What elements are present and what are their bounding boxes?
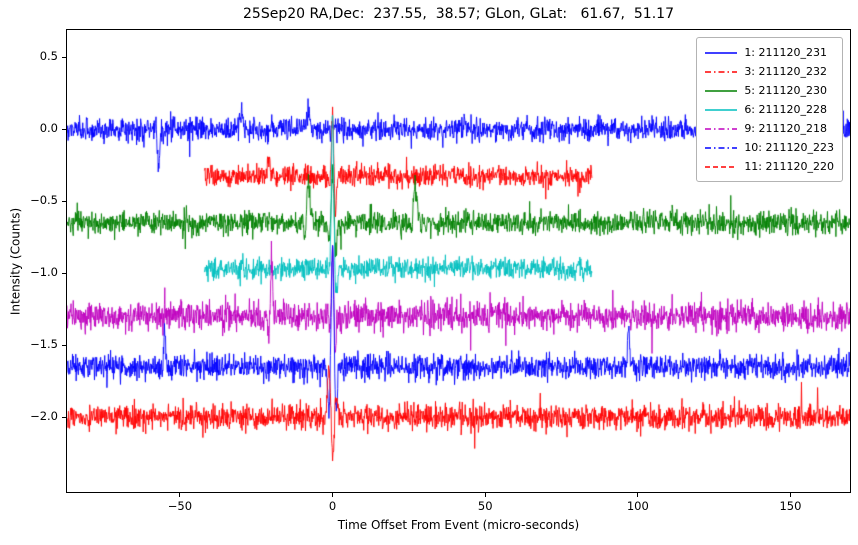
x-tick-label: 150 xyxy=(779,499,802,513)
legend-line-sample xyxy=(705,89,738,92)
legend-line-sample xyxy=(705,108,738,111)
legend-line-sample xyxy=(705,51,738,54)
x-axis-label: Time Offset From Event (micro-seconds) xyxy=(337,518,580,532)
legend-label: 1: 211120_231 xyxy=(744,46,828,59)
x-tick-mark xyxy=(637,493,639,497)
x-tick-mark xyxy=(332,493,334,497)
legend-label: 6: 211120_228 xyxy=(744,103,828,116)
chart-title: 25Sep20 RA,Dec: 237.55, 38.57; GLon, GLa… xyxy=(243,6,674,22)
x-tick-mark xyxy=(789,493,791,497)
x-tick-label: 100 xyxy=(626,499,649,513)
y-tick-label: −2.0 xyxy=(30,409,58,424)
legend-line-sample xyxy=(705,165,738,168)
legend-entry: 11: 211120_220 xyxy=(704,157,834,176)
x-tick-label: −50 xyxy=(167,499,193,513)
legend-entry: 5: 211120_230 xyxy=(704,81,834,100)
legend-line-sample xyxy=(705,127,738,130)
plot-area: 1: 211120_231 3: 211120_232 5: 211120_230 6… xyxy=(66,29,851,493)
legend-entry: 10: 211120_223 xyxy=(704,138,834,157)
y-tick-mark xyxy=(62,344,66,346)
y-tick-mark xyxy=(62,128,66,130)
y-tick-label: −0.5 xyxy=(30,193,58,208)
legend-entry: 1: 211120_231 xyxy=(704,43,834,62)
y-axis-label: Intensity (Counts) xyxy=(8,207,23,316)
legend: 1: 211120_231 3: 211120_232 5: 211120_230 6… xyxy=(696,37,843,182)
legend-label: 10: 211120_223 xyxy=(744,141,834,154)
legend-entry: 6: 211120_228 xyxy=(704,100,834,119)
legend-label: 11: 211120_220 xyxy=(744,160,834,173)
y-tick-mark xyxy=(62,272,66,274)
y-tick-label: 0.0 xyxy=(39,121,58,136)
legend-label: 9: 211120_218 xyxy=(744,122,828,135)
legend-label: 5: 211120_230 xyxy=(744,84,828,97)
legend-entry: 9: 211120_218 xyxy=(704,119,834,138)
legend-line-sample xyxy=(705,70,738,73)
y-tick-label: −1.5 xyxy=(30,337,58,352)
x-tick-label: 50 xyxy=(477,499,493,513)
legend-line-sample xyxy=(705,146,738,149)
y-tick-label: −1.0 xyxy=(30,265,58,280)
legend-entry: 3: 211120_232 xyxy=(704,62,834,81)
legend-label: 3: 211120_232 xyxy=(744,65,828,78)
x-tick-mark xyxy=(484,493,486,497)
y-tick-mark xyxy=(62,416,66,418)
y-tick-mark xyxy=(62,200,66,202)
y-tick-mark xyxy=(62,56,66,58)
x-tick-mark xyxy=(179,493,181,497)
x-tick-label: 0 xyxy=(328,499,337,513)
y-tick-label: 0.5 xyxy=(39,49,58,64)
